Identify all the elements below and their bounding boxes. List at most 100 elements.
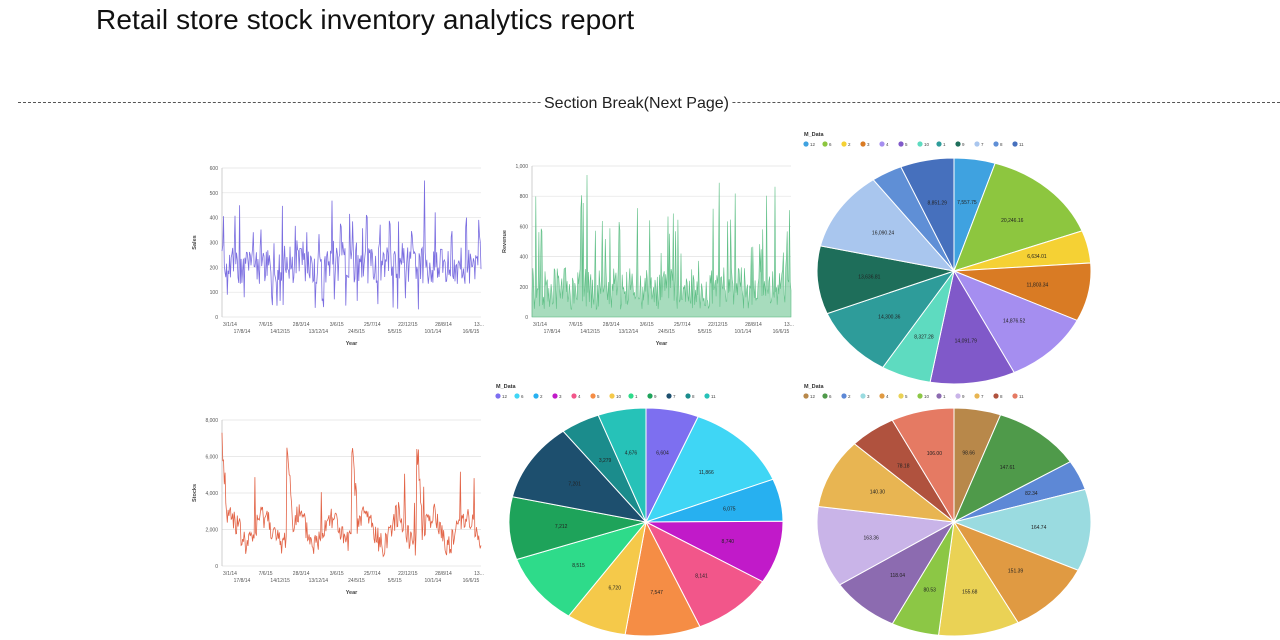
- legend-label: 9: [962, 394, 965, 399]
- slice-label: 147.61: [1000, 465, 1016, 471]
- legend-swatch: [898, 393, 904, 399]
- slice-label: 7,557.75: [957, 200, 977, 206]
- y-tick-label: 500: [210, 191, 219, 197]
- legend-label: 7: [981, 142, 984, 147]
- x-tick-label: 16/6/15: [463, 329, 480, 335]
- slice-label: 82.34: [1025, 491, 1038, 497]
- x-tick-label: 28/8/14: [435, 322, 452, 328]
- legend-label: 11: [711, 394, 716, 399]
- y-tick-label: 4,000: [205, 491, 218, 497]
- slice-label: 151.39: [1008, 569, 1024, 575]
- legend-label: 9: [654, 394, 657, 399]
- y-tick-label: 6,000: [205, 455, 218, 461]
- stocks-pie-chart: M_Data 12 6 2 3 4 5 10 1 9 7 8 11 6,604 11,866 6,075 8,7…: [495, 384, 784, 637]
- legend-swatch: [571, 393, 577, 399]
- x-tick-label: 28/3/14: [293, 571, 310, 577]
- slice-label: 13,636.81: [858, 275, 880, 281]
- section-break-label: Section Break(Next Page): [541, 95, 732, 113]
- x-axis-title: Year: [346, 590, 358, 596]
- legend-label: 7: [673, 394, 676, 399]
- x-tick-label: 3/6/15: [330, 571, 344, 577]
- x-tick-label: 7/6/15: [259, 322, 273, 328]
- legend-label: 1: [943, 142, 946, 147]
- legend-label: 10: [924, 394, 930, 399]
- x-tick-label: 25/7/14: [364, 571, 381, 577]
- legend-swatch: [514, 393, 520, 399]
- legend-swatch: [495, 393, 501, 399]
- legend-swatch: [879, 393, 885, 399]
- legend-label: 9: [962, 142, 965, 147]
- y-tick-label: 800: [520, 194, 529, 200]
- x-tick-label: 28/3/14: [293, 322, 310, 328]
- x-tick-label: 10/1/14: [734, 329, 751, 335]
- legend-label: 11: [1019, 142, 1024, 147]
- legend-swatch: [803, 141, 809, 147]
- pie-slice: [953, 162, 1083, 272]
- legend-label: 8: [1000, 142, 1003, 147]
- legend-label: 6: [829, 142, 832, 147]
- slice-label: 78.18: [897, 463, 910, 469]
- legend-label: 3: [867, 142, 870, 147]
- slice-label: 80.53: [923, 588, 936, 594]
- pie-slice: [929, 269, 1015, 385]
- x-tick-label: 7/6/15: [259, 571, 273, 577]
- pie-slice: [937, 520, 1019, 637]
- y-tick-label: 100: [210, 290, 219, 296]
- pie-slice: [900, 157, 955, 272]
- x-tick-label: 22/12/15: [398, 322, 418, 328]
- report-title: Retail store stock inventory analytics r…: [96, 4, 635, 35]
- pie-slice: [952, 520, 1079, 624]
- revenue-area-chart: 0 200 400 600 800 1,000 3/1/14 7/6/15 28/3/14 3/6…: [502, 164, 794, 347]
- legend-title: M_Data: [496, 384, 517, 390]
- legend-swatch: [822, 141, 828, 147]
- x-tick-label: 24/5/15: [348, 329, 365, 335]
- x-tick-label: 13/12/14: [309, 329, 329, 335]
- x-tick-label: 17/8/14: [544, 329, 561, 335]
- x-tick-label: 13...: [474, 322, 484, 328]
- y-tick-label: 0: [525, 315, 528, 321]
- slice-label: 164.74: [1031, 525, 1047, 531]
- y-tick-label: 1,000: [515, 164, 528, 170]
- slice-label: 4,676: [625, 450, 638, 456]
- legend-swatch: [647, 393, 653, 399]
- legend-swatch: [974, 393, 980, 399]
- x-tick-label: 16/6/15: [773, 329, 790, 335]
- legend-label: 10: [616, 394, 622, 399]
- x-tick-label: 25/7/14: [674, 322, 691, 328]
- sales-line-chart: 0 100 200 300 400 500 600 3/1/14 7/6/15 28/3/14 3/…: [192, 166, 484, 347]
- slice-label: 163.36: [864, 536, 880, 542]
- slice-label: 8,515: [572, 563, 585, 569]
- y-axis-title: Revenue: [502, 230, 508, 253]
- y-tick-label: 600: [520, 224, 529, 230]
- legend-label: 7: [981, 394, 984, 399]
- x-tick-label: 5/5/15: [698, 329, 712, 335]
- legend-swatch: [955, 393, 961, 399]
- slice-label: 7,547: [650, 590, 663, 596]
- slice-label: 8,327.28: [914, 335, 934, 341]
- legend-label: 4: [886, 394, 889, 399]
- x-tick-label: 7/6/15: [569, 322, 583, 328]
- slice-label: 8,851.29: [927, 200, 947, 206]
- legend-label: 5: [905, 394, 908, 399]
- stocks-line-chart: 0 2,000 4,000 6,000 8,000 3/1/14 7/6/15 28/3/14…: [192, 418, 484, 596]
- legend-swatch: [917, 393, 923, 399]
- sales-pie-chart: M_Data 12 6 2 3 4 5 10 1 9 7 8 11 7,557.75 20,246.16 6,…: [803, 132, 1092, 385]
- slice-label: 8,141: [695, 574, 708, 580]
- x-axis-title: Year: [656, 341, 668, 347]
- legend-label: 6: [521, 394, 524, 399]
- slice-label: 8,740: [722, 539, 735, 545]
- slice-label: 6,720: [608, 586, 621, 592]
- pie-slice: [816, 505, 956, 586]
- legend-label: 12: [810, 394, 816, 399]
- legend-swatch: [955, 141, 961, 147]
- slice-label: 7,212: [555, 524, 568, 530]
- series-area: [531, 174, 792, 318]
- legend-swatch: [609, 393, 615, 399]
- x-tick-label: 3/1/14: [223, 322, 237, 328]
- x-tick-label: 24/5/15: [658, 329, 675, 335]
- legend-label: 8: [1000, 394, 1003, 399]
- slice-label: 118.04: [890, 573, 905, 579]
- legend-label: 2: [848, 394, 851, 399]
- legend-label: 6: [829, 394, 832, 399]
- legend-swatch: [917, 141, 923, 147]
